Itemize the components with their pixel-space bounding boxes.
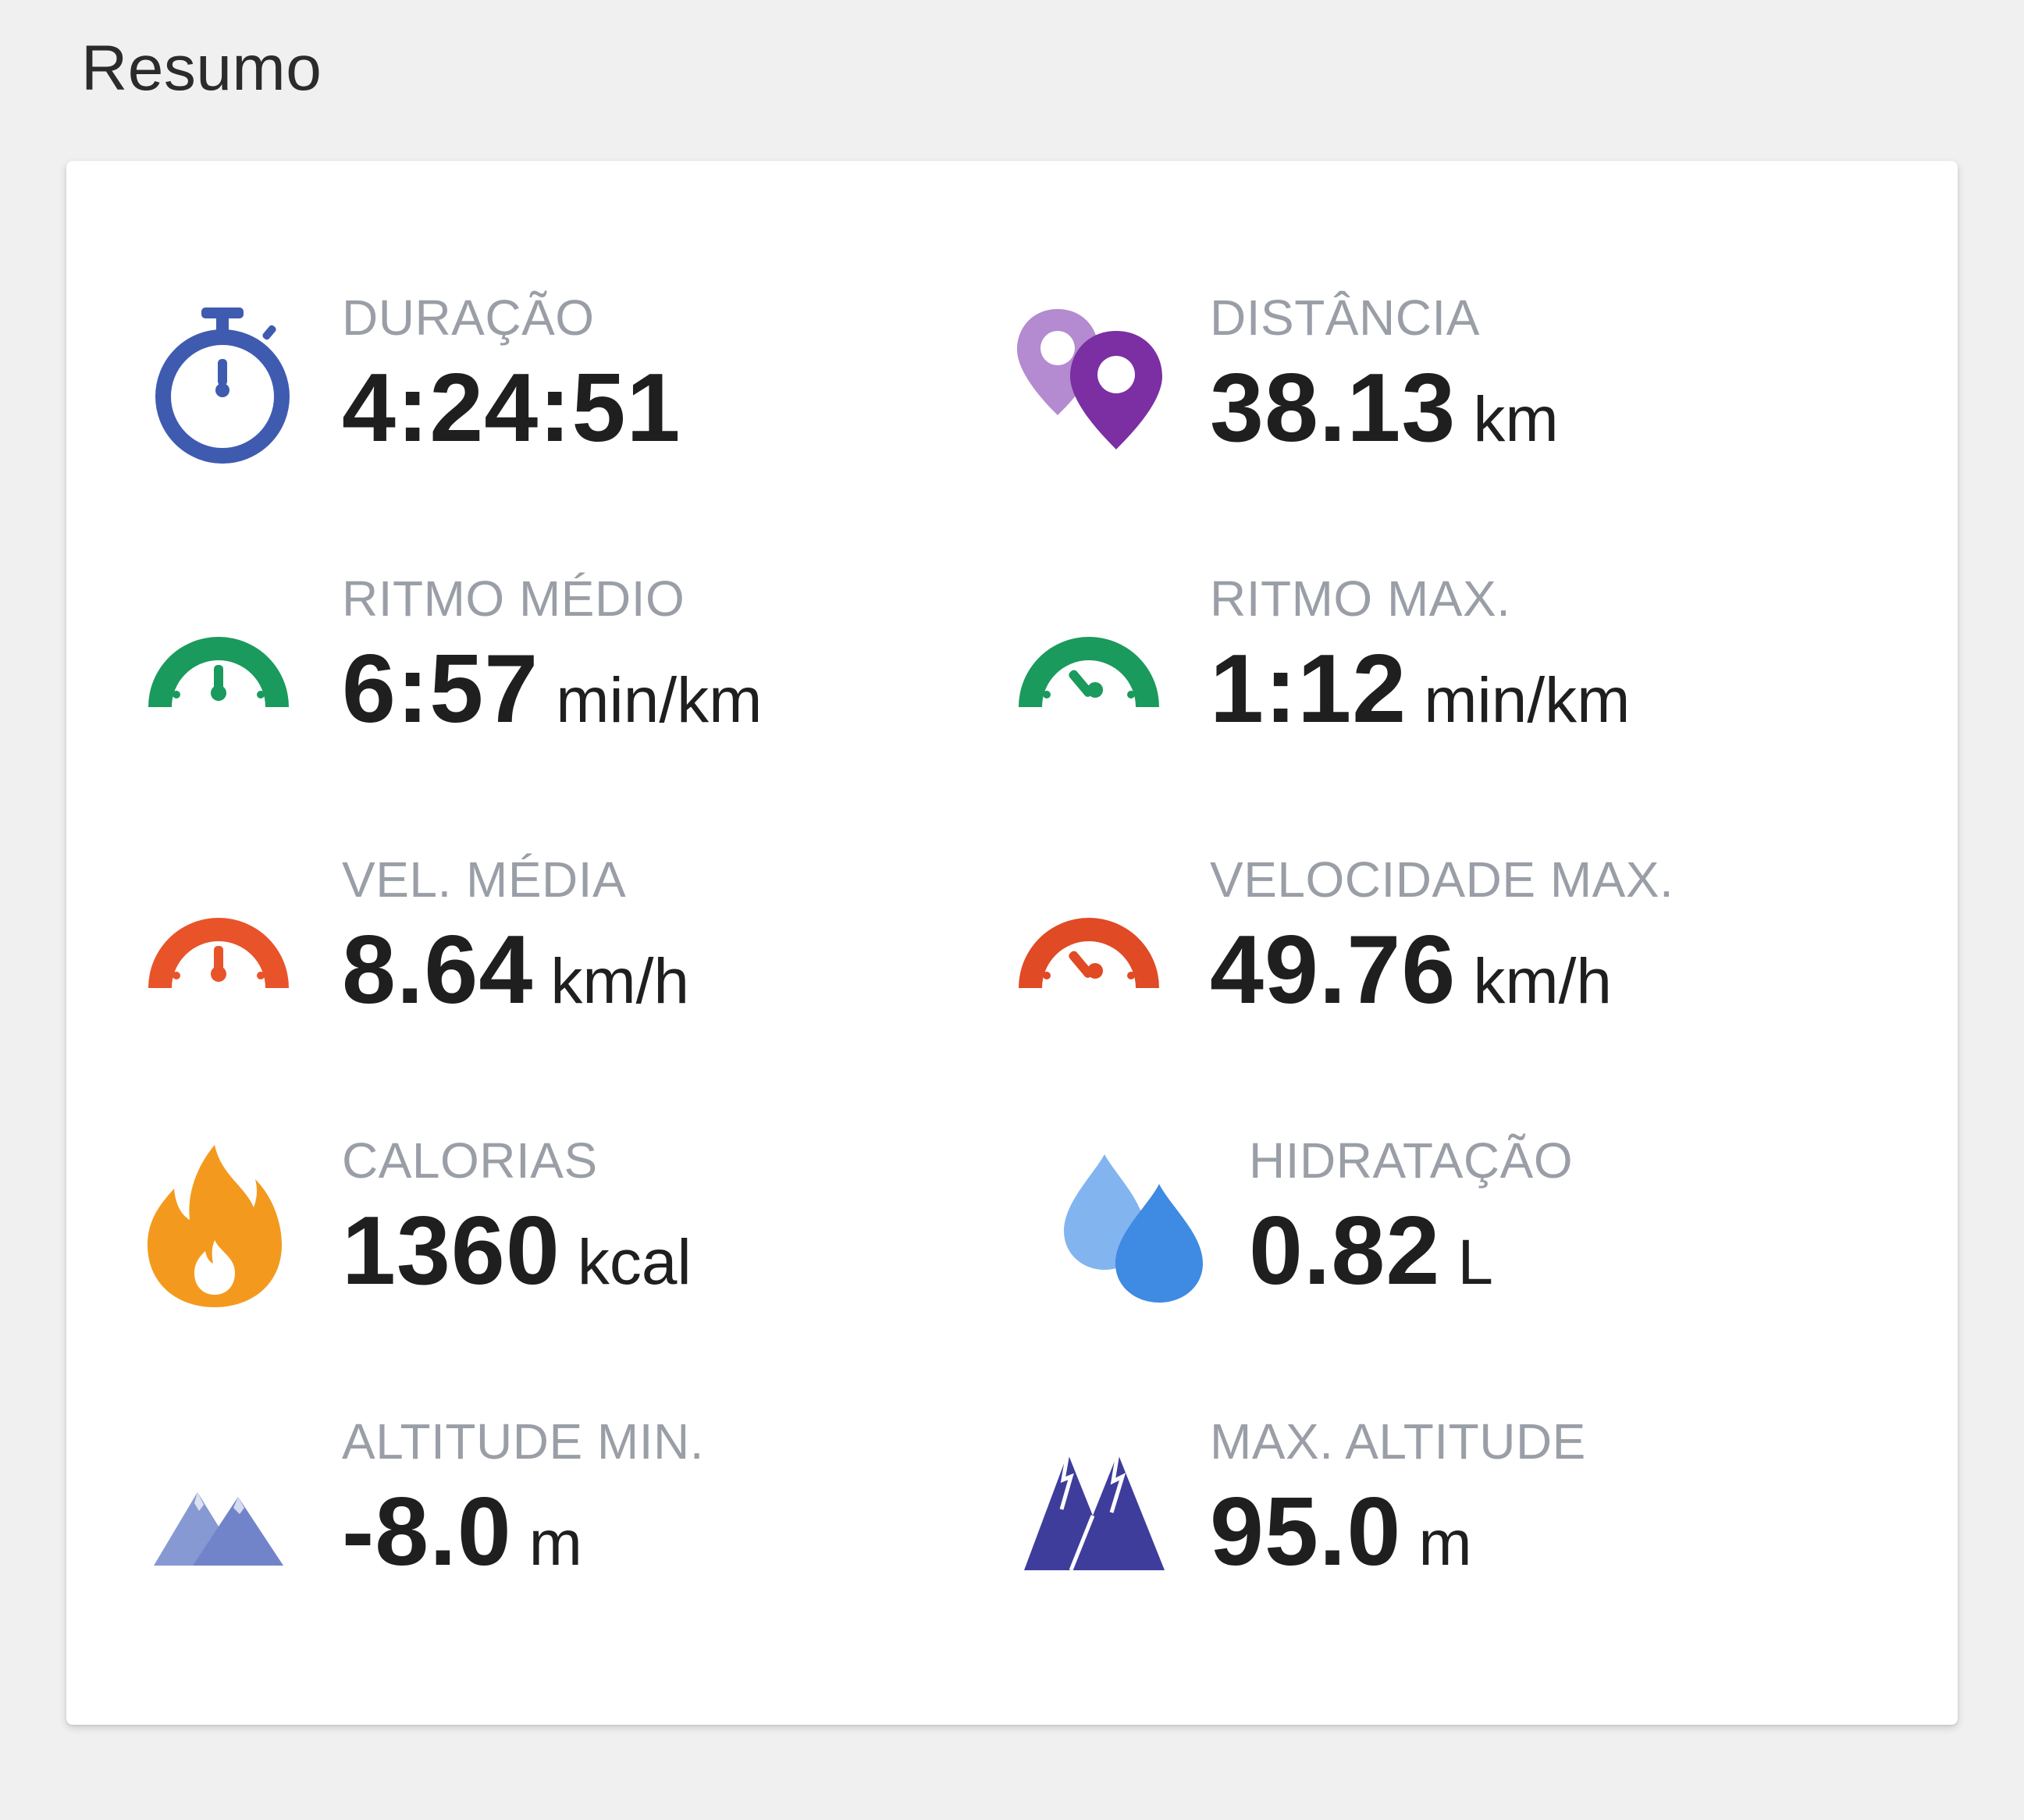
min-altitude-label: ALTITUDE MIN. bbox=[342, 1413, 704, 1470]
hydration-value: 0.82 bbox=[1249, 1197, 1441, 1305]
max-speed-value: 49.76 bbox=[1210, 916, 1457, 1024]
map-pins-icon bbox=[1011, 301, 1175, 465]
duration-value: 4:24:51 bbox=[342, 354, 681, 462]
speed-gauge-icon bbox=[1011, 879, 1167, 1004]
mountains-low-icon bbox=[152, 1488, 285, 1573]
calories-unit: kcal bbox=[577, 1227, 692, 1298]
avg-speed-value: 8.64 bbox=[342, 916, 534, 1024]
avg-speed-label: VEL. MÉDIA bbox=[342, 851, 627, 908]
pace-gauge-icon bbox=[1011, 598, 1167, 723]
flame-icon bbox=[144, 1140, 285, 1312]
min-altitude-unit: m bbox=[528, 1508, 582, 1579]
max-pace-unit: min/km bbox=[1424, 665, 1631, 736]
calories-value: 1360 bbox=[342, 1197, 560, 1305]
distance-value: 38.13 bbox=[1210, 354, 1457, 462]
pace-gauge-icon bbox=[141, 598, 297, 723]
mountains-high-icon bbox=[1023, 1449, 1167, 1573]
distance-unit: km bbox=[1473, 384, 1559, 455]
avg-pace-value: 6:57 bbox=[342, 635, 539, 743]
max-pace-value: 1:12 bbox=[1210, 635, 1407, 743]
stopwatch-icon bbox=[141, 293, 304, 465]
hydration-unit: L bbox=[1457, 1227, 1493, 1298]
section-title: Resumo bbox=[81, 33, 322, 104]
max-speed-label: VELOCIDADE MAX. bbox=[1210, 851, 1674, 908]
max-altitude-value: 95.0 bbox=[1210, 1478, 1402, 1586]
max-speed-unit: km/h bbox=[1473, 946, 1613, 1017]
avg-speed-unit: km/h bbox=[550, 946, 690, 1017]
speed-gauge-icon bbox=[141, 879, 297, 1004]
max-altitude-label: MAX. ALTITUDE bbox=[1210, 1413, 1586, 1470]
water-drops-icon bbox=[1050, 1148, 1214, 1304]
min-altitude-value: -8.0 bbox=[342, 1478, 512, 1586]
avg-pace-unit: min/km bbox=[556, 665, 763, 736]
summary-card: DURAÇÃO 4:24:51 DISTÂNCIA 38.13 km bbox=[66, 161, 1958, 1725]
max-pace-label: RITMO MAX. bbox=[1210, 571, 1511, 627]
hydration-label: HIDRATAÇÃO bbox=[1249, 1132, 1574, 1189]
duration-label: DURAÇÃO bbox=[342, 290, 595, 346]
max-altitude-unit: m bbox=[1418, 1508, 1472, 1579]
avg-pace-label: RITMO MÉDIO bbox=[342, 571, 685, 627]
calories-label: CALORIAS bbox=[342, 1132, 598, 1189]
distance-label: DISTÂNCIA bbox=[1210, 290, 1480, 346]
